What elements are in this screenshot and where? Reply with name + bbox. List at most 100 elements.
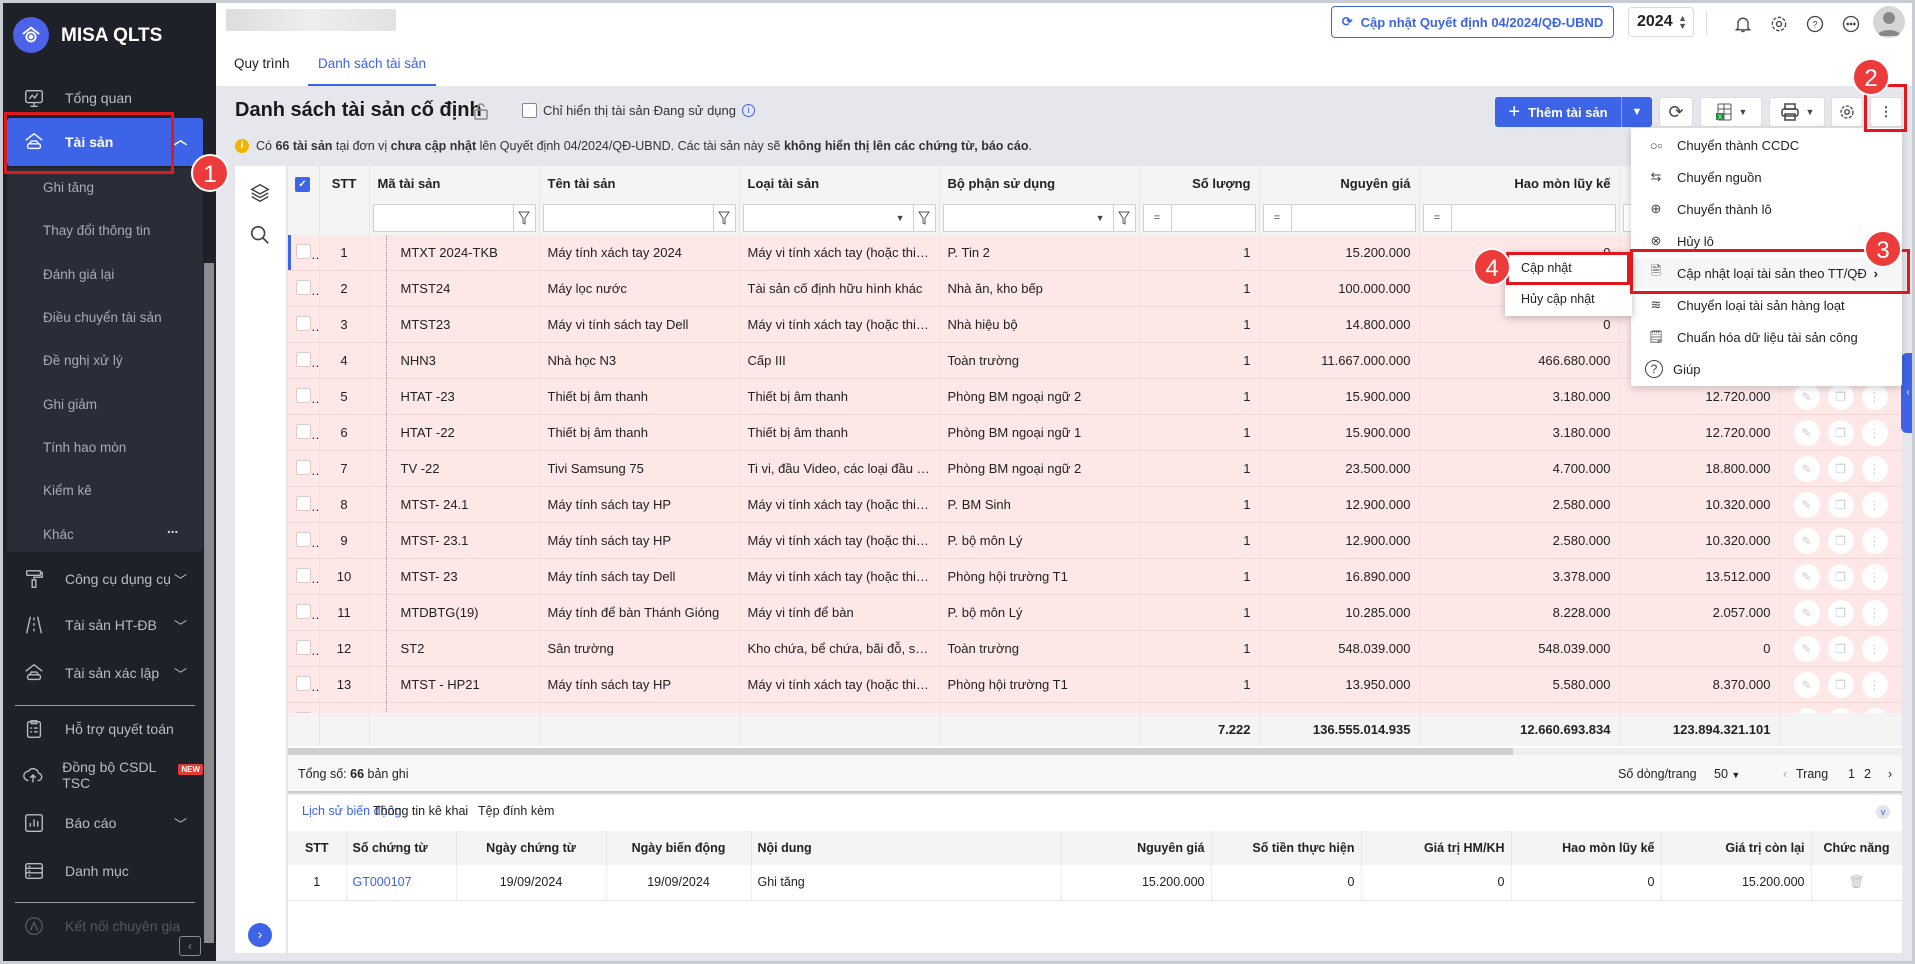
- column-header[interactable]: Nguyên giá: [1259, 166, 1420, 201]
- row-checkbox[interactable]: [296, 675, 311, 691]
- kebab-icon[interactable]: ⋮: [1861, 491, 1888, 518]
- sidebar-subitem[interactable]: Ghi tăng: [43, 180, 95, 195]
- more-icon[interactable]: ...: [167, 521, 179, 536]
- dropdown-caret-icon[interactable]: ▼: [1095, 213, 1105, 223]
- copy-icon[interactable]: ❐: [1827, 527, 1854, 554]
- row-checkbox[interactable]: [296, 567, 311, 583]
- row-checkbox-cell[interactable]: [288, 306, 320, 343]
- chevron-down-icon[interactable]: ﹀: [173, 619, 187, 634]
- sidebar-item-8[interactable]: Báo cáo ﹀: [7, 803, 203, 843]
- sidebar-subitem[interactable]: Thay đổi thông tin: [43, 223, 151, 238]
- table-row[interactable]: 10 MTST- 23 Máy tính sách tay Dell Máy vi t…: [288, 558, 1902, 595]
- year-stepper[interactable]: 2024 ▲ ▼: [1628, 7, 1694, 37]
- copy-icon[interactable]: ❐: [1827, 455, 1854, 482]
- info-icon[interactable]: i: [742, 104, 755, 117]
- search-icon[interactable]: [249, 224, 271, 251]
- kebab-icon[interactable]: ⋮: [1861, 635, 1888, 662]
- edit-icon[interactable]: ✎: [1793, 491, 1820, 518]
- row-checkbox[interactable]: [296, 459, 311, 475]
- edit-icon[interactable]: ✎: [1793, 563, 1820, 590]
- row-checkbox-cell[interactable]: [288, 486, 320, 523]
- unlock-icon[interactable]: [473, 102, 489, 125]
- avatar[interactable]: [1873, 6, 1905, 38]
- filter-input[interactable]: [372, 204, 536, 232]
- submenu-item[interactable]: Hủy cập nhật: [1521, 292, 1595, 306]
- checkbox[interactable]: [522, 103, 537, 118]
- tab-process[interactable]: Quy trình: [234, 56, 290, 71]
- sidebar-subitem[interactable]: Tính hao mòn: [43, 440, 127, 455]
- collapse-sidebar-button[interactable]: ‹: [179, 936, 201, 956]
- select-all-checkbox[interactable]: ✓: [295, 177, 310, 192]
- sidebar-subitem[interactable]: Khác: [43, 527, 74, 542]
- page-size-select[interactable]: 50 ▼: [1714, 767, 1741, 781]
- tab-asset-list[interactable]: Danh sách tài sản: [308, 56, 437, 86]
- kebab-icon[interactable]: ⋮: [1861, 527, 1888, 554]
- column-header[interactable]: Số lượng: [1139, 166, 1260, 201]
- add-asset-button[interactable]: + Thêm tài sản ▼: [1495, 97, 1652, 127]
- table-row[interactable]: 7 TV -22 Tivi Samsung 75 Ti vi, đầu Video, …: [288, 450, 1902, 487]
- more-actions-button[interactable]: ⋮: [1870, 97, 1902, 127]
- row-checkbox-cell[interactable]: [288, 594, 320, 631]
- menu-item[interactable]: ○▫ Chuyển thành CCDC: [1631, 130, 1902, 160]
- row-checkbox[interactable]: [296, 531, 311, 547]
- edit-icon[interactable]: ✎: [1793, 527, 1820, 554]
- menu-item[interactable]: ? Giúp: [1631, 354, 1902, 384]
- row-checkbox-cell[interactable]: [288, 702, 320, 713]
- copy-icon[interactable]: ❐: [1827, 707, 1854, 713]
- chevron-down-icon[interactable]: ﹀: [173, 817, 187, 832]
- filter-funnel-icon[interactable]: [512, 205, 535, 231]
- copy-icon[interactable]: ❐: [1827, 599, 1854, 626]
- column-header[interactable]: Hao mòn lũy kế: [1419, 166, 1620, 201]
- menu-item[interactable]: ≋ Chuyển loại tài sản hàng loạt: [1631, 290, 1902, 320]
- detail-cell[interactable]: GT000107: [346, 865, 457, 901]
- gear-icon[interactable]: [1766, 11, 1792, 37]
- row-checkbox[interactable]: [296, 495, 311, 511]
- table-row[interactable]: 8 MTST- 24.1 Máy tính sách tay HP Máy vi tí…: [288, 486, 1902, 523]
- detail-tab[interactable]: Tệp đính kèm: [478, 804, 555, 818]
- column-header[interactable]: Bộ phận sử dụng: [939, 166, 1140, 201]
- copy-icon[interactable]: ❐: [1827, 491, 1854, 518]
- excel-export-button[interactable]: X ▼: [1700, 97, 1762, 127]
- edit-icon[interactable]: ✎: [1793, 383, 1820, 410]
- submenu-item[interactable]: Cập nhật: [1521, 261, 1572, 275]
- copy-icon[interactable]: ❐: [1827, 563, 1854, 590]
- chevron-up-icon[interactable]: ︿: [173, 132, 187, 147]
- help-icon[interactable]: ?: [1802, 11, 1828, 37]
- bell-icon[interactable]: [1730, 11, 1756, 37]
- menu-item[interactable]: 🗒 Chuẩn hóa dữ liệu tài sản công: [1631, 322, 1902, 352]
- sidebar-item-5[interactable]: Tài sản xác lập ﹀: [7, 653, 203, 693]
- edit-icon[interactable]: ✎: [1793, 671, 1820, 698]
- table-row[interactable]: 11 MTDBTG(19) Máy tính để bàn Thánh Gióng M…: [288, 594, 1902, 631]
- sidebar-subitem[interactable]: Đánh giá lại: [43, 267, 115, 282]
- column-header[interactable]: Tên tài sản: [539, 166, 740, 201]
- sidebar-subitem[interactable]: Đề nghị xử lý: [43, 353, 123, 368]
- kebab-icon[interactable]: ⋮: [1861, 563, 1888, 590]
- kebab-icon[interactable]: ⋮: [1861, 383, 1888, 410]
- table-row[interactable]: 5 HTAT -23 Thiết bị âm thanh Thiết bị âm th…: [288, 378, 1902, 415]
- sidebar-item-2[interactable]: Tài sản ︿: [7, 118, 203, 166]
- row-checkbox[interactable]: [296, 387, 311, 403]
- print-button[interactable]: ▼: [1769, 97, 1825, 127]
- chevron-down-icon[interactable]: ﹀: [173, 667, 187, 682]
- row-checkbox[interactable]: [296, 243, 311, 259]
- row-checkbox[interactable]: [296, 711, 311, 713]
- only-active-checkbox[interactable]: Chỉ hiển thị tài sản Đang sử dụng i: [522, 103, 755, 118]
- row-checkbox[interactable]: [296, 279, 311, 295]
- filter-funnel-icon[interactable]: [912, 205, 935, 231]
- chevron-down-icon[interactable]: ﹀: [173, 573, 187, 588]
- sidebar-item-3[interactable]: Công cụ dụng cụ ﹀: [7, 559, 203, 599]
- horizontal-scrollbar[interactable]: [288, 748, 1902, 755]
- sidebar-item-10[interactable]: Kết nối chuyên gia: [7, 906, 203, 946]
- row-checkbox-cell[interactable]: [288, 558, 320, 595]
- side-panel-toggle[interactable]: ‹: [1901, 353, 1912, 433]
- detail-tab[interactable]: Thông tin kê khai: [373, 804, 469, 818]
- sidebar-subitem[interactable]: Ghi giảm: [43, 397, 98, 412]
- edit-icon[interactable]: ✎: [1793, 419, 1820, 446]
- copy-icon[interactable]: ❐: [1827, 419, 1854, 446]
- filter-input[interactable]: ▼: [742, 204, 936, 232]
- sidebar-subitem[interactable]: Điều chuyển tài sản: [43, 310, 162, 325]
- filter-operator[interactable]: =: [1424, 205, 1452, 231]
- copy-icon[interactable]: ❐: [1827, 671, 1854, 698]
- column-header[interactable]: STT: [319, 166, 370, 201]
- sidebar-item-1[interactable]: Tổng quan: [7, 78, 203, 118]
